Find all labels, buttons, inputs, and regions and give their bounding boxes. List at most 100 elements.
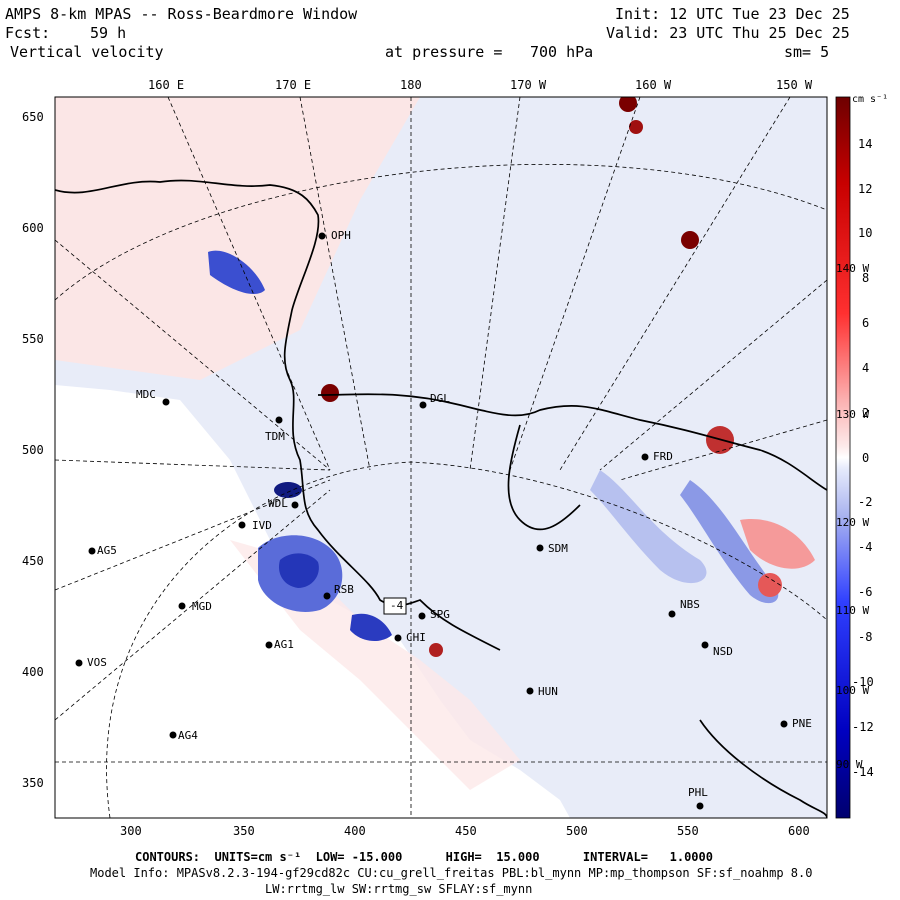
top-lon-label: 160 W: [635, 78, 672, 92]
station-label-phl: PHL: [688, 786, 708, 799]
station-dot-vos[interactable]: [75, 659, 83, 667]
map-area: [55, 97, 827, 818]
station-dot-wdl[interactable]: [291, 501, 299, 509]
station-dot-mdc[interactable]: [162, 398, 170, 406]
station-dot-phl[interactable]: [696, 802, 704, 810]
pressure-label: at pressure =: [385, 43, 503, 61]
x-tick-label: 350: [233, 824, 255, 838]
ascent-core-south: [429, 643, 443, 657]
right-lon-label: 100 W: [836, 684, 870, 697]
contour-marker-label: -4: [390, 599, 404, 612]
station-label-ag1: AG1: [274, 638, 294, 651]
station-label-rsb: RSB: [334, 583, 354, 596]
station-label-sdm: SDM: [548, 542, 568, 555]
station-dot-mgd[interactable]: [178, 602, 186, 610]
station-dot-oph[interactable]: [318, 232, 326, 240]
station-dot-rsb[interactable]: [323, 592, 331, 600]
forecast-hour-value: 59 h: [90, 24, 127, 42]
smoothing-label: sm= 5: [784, 43, 830, 61]
y-tick-label: 550: [22, 332, 44, 346]
station-label-hun: HUN: [538, 685, 558, 698]
station-label-mgd: MGD: [192, 600, 212, 613]
descent-core-1-inner: [278, 553, 319, 588]
colorbar-label: -8: [858, 630, 873, 644]
right-lon-label: 140 W: [836, 262, 870, 275]
physics-info: LW:rrtmg_lw SW:rrtmg_sw SFLAY:sf_mynn: [265, 882, 533, 896]
y-tick-label: 600: [22, 221, 44, 235]
colorbar-label: -10: [852, 675, 874, 689]
station-label-ag4: AG4: [178, 729, 198, 742]
right-lon-label: 110 W: [836, 604, 870, 617]
station-dot-dgl[interactable]: [419, 401, 427, 409]
colorbar-label: -12: [852, 720, 874, 734]
station-label-spg: SPG: [430, 608, 450, 621]
ascent-core-center: [321, 384, 339, 402]
station-dot-ag1[interactable]: [265, 641, 273, 649]
x-tick-label: 400: [344, 824, 366, 838]
top-lon-label: 170 E: [275, 78, 312, 92]
pressure-value: 700 hPa: [530, 43, 594, 61]
colorbar: [835, 96, 851, 819]
y-tick-label: 650: [22, 110, 44, 124]
x-tick-label: 550: [677, 824, 699, 838]
colorbar-label: 8: [862, 271, 870, 285]
valid-time: Valid: 23 UTC Thu 25 Dec 25: [606, 24, 850, 42]
station-label-tdm: TDM: [265, 430, 285, 443]
top-lon-label: 160 E: [148, 78, 185, 92]
station-dot-frd[interactable]: [641, 453, 649, 461]
init-time: Init: 12 UTC Tue 23 Dec 25: [615, 5, 850, 23]
station-dot-ivd[interactable]: [238, 521, 246, 529]
station-label-ag5: AG5: [97, 544, 117, 557]
station-dot-nsd[interactable]: [701, 641, 709, 649]
colorbar-label: -2: [858, 495, 873, 509]
x-tick-label: 450: [455, 824, 477, 838]
colorbar-label: 4: [862, 361, 870, 375]
weak-ascent-region: [55, 97, 420, 380]
station-label-pne: PNE: [792, 717, 812, 730]
station-dot-ag5[interactable]: [88, 547, 96, 555]
colorbar-label: 12: [858, 182, 873, 196]
ascent-cell-east-2: [758, 573, 782, 597]
station-label-oph: OPH: [331, 229, 351, 242]
station-label-wdl: WDL: [268, 497, 288, 510]
model-info: Model Info: MPASv8.2.3-194-gf29cd82c CU:…: [90, 866, 813, 880]
station-dot-sdm[interactable]: [536, 544, 544, 552]
descent-core-3: [350, 613, 392, 642]
station-dot-chi[interactable]: [394, 634, 402, 642]
station-label-ivd: IVD: [252, 519, 272, 532]
colorbar-label: -14: [852, 765, 874, 779]
station-dot-ag4[interactable]: [169, 731, 177, 739]
station-label-nbs: NBS: [680, 598, 700, 611]
colorbar-label: 6: [862, 316, 870, 330]
x-tick-label: 500: [566, 824, 588, 838]
station-dot-tdm[interactable]: [275, 416, 283, 424]
station-label-frd: FRD: [653, 450, 673, 463]
station-label-dgl: DGL: [430, 392, 450, 405]
descent-band-east: [590, 470, 707, 584]
station-dot-spg[interactable]: [418, 612, 426, 620]
station-dot-nbs[interactable]: [668, 610, 676, 618]
x-tick-label: 300: [120, 824, 142, 838]
contour-marker-box: [383, 597, 407, 615]
ascent-core-top-2: [629, 120, 643, 134]
station-dot-pne[interactable]: [780, 720, 788, 728]
right-lon-label: 90 W: [836, 758, 863, 771]
right-lon-label: 120 W: [836, 516, 870, 529]
y-tick-label: 400: [22, 665, 44, 679]
colorbar-label: 10: [858, 226, 873, 240]
x-tick-label: 600: [788, 824, 810, 838]
ascent-cell-east: [740, 519, 815, 569]
contour-info: CONTOURS: UNITS=cm s⁻¹ LOW= -15.000 HIGH…: [135, 850, 713, 864]
station-dot-hun[interactable]: [526, 687, 534, 695]
descent-band-east-2: [680, 480, 779, 604]
plot-title: AMPS 8-km MPAS -- Ross-Beardmore Window: [5, 5, 358, 23]
top-lon-label: 170 W: [510, 78, 547, 92]
field-name: Vertical velocity: [10, 43, 164, 61]
y-tick-label: 500: [22, 443, 44, 457]
top-lon-label: 180: [400, 78, 422, 92]
colorbar-label: 2: [862, 406, 870, 420]
top-lon-label: 150 W: [776, 78, 813, 92]
descent-core-wdl: [274, 482, 302, 498]
